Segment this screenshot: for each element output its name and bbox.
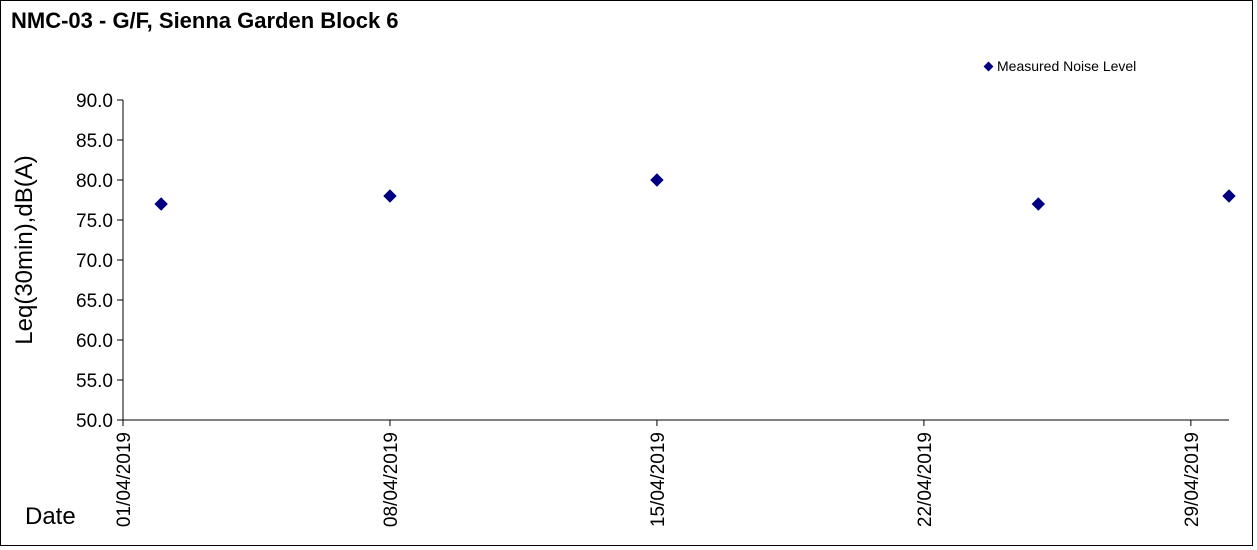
data-point: [650, 173, 664, 187]
x-tick-label: 01/04/2019: [114, 432, 135, 527]
x-tick-label: 15/04/2019: [648, 432, 669, 527]
x-tick-label: 08/04/2019: [381, 432, 402, 527]
x-axis-label: Date: [25, 503, 76, 530]
y-tick-label: 65.0: [76, 291, 113, 312]
data-point: [1222, 189, 1236, 203]
y-tick-label: 90.0: [76, 91, 113, 112]
data-point: [1031, 197, 1046, 211]
y-tick-label: 55.0: [76, 371, 113, 392]
data-point: [154, 197, 168, 211]
y-tick-label: 60.0: [76, 331, 113, 352]
legend: Measured Noise Level: [983, 58, 1137, 74]
y-tick-label: 75.0: [76, 211, 113, 232]
x-tick-label: 22/04/2019: [915, 432, 936, 527]
y-tick-label: 80.0: [76, 171, 113, 192]
y-tick-label: 50.0: [76, 411, 113, 432]
legend-label: Measured Noise Level: [997, 58, 1137, 74]
y-tick-label: 70.0: [76, 251, 113, 272]
x-tick-label: 29/04/2019: [1182, 432, 1203, 527]
y-tick-label: 85.0: [76, 131, 113, 152]
data-point: [383, 189, 397, 203]
chart-title: NMC-03 - G/F, Sienna Garden Block 6: [11, 8, 399, 33]
